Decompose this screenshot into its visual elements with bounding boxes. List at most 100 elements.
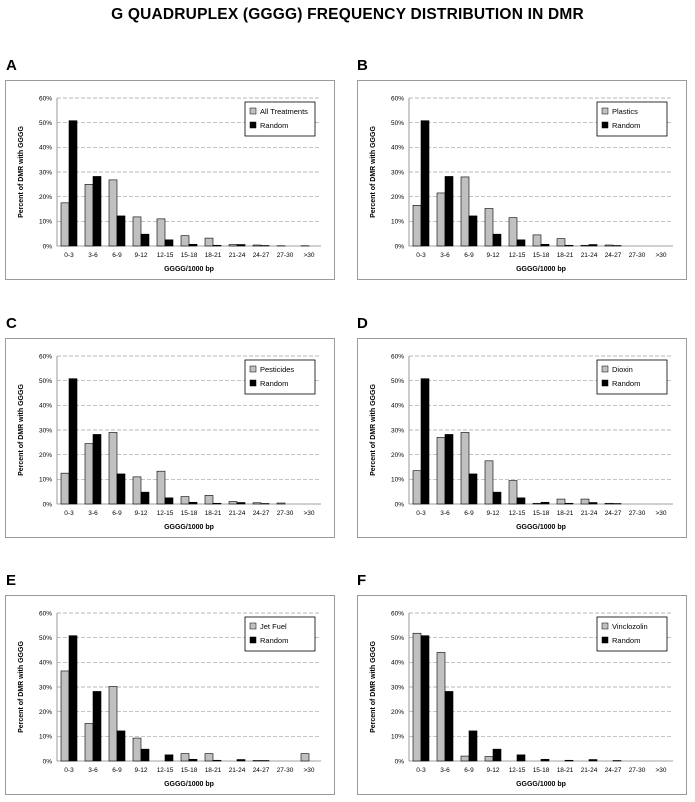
legend-label: All Treatments (260, 107, 308, 116)
y-tick-label: 20% (39, 452, 52, 459)
x-tick-label: 0-3 (416, 252, 426, 259)
y-tick-label: 30% (39, 169, 52, 176)
bar-random (188, 501, 198, 505)
chart-svg-a: 0% 10% 20% 30% 40% 50% 60% 0-3 3-6 6-9 9-12 12-15 15… (18, 95, 321, 273)
bar-random (116, 215, 126, 247)
bar-treatment (60, 472, 70, 505)
y-tick-label: 20% (39, 709, 52, 716)
y-tick-label: 50% (39, 635, 52, 642)
bar-random (444, 176, 454, 247)
bar-treatment (204, 237, 214, 247)
panel-letter-e: E (6, 572, 17, 589)
chart-svg-c: 0% 10% 20% 30% 40% 50% 60% 0-3 3-6 6-9 9-12 12-15 15… (18, 353, 321, 531)
bar-treatment (108, 432, 118, 505)
x-tick-label: 27-30 (629, 767, 646, 774)
legend-swatch-treatment (249, 107, 257, 115)
bar-treatment (604, 244, 614, 247)
y-tick-label: 10% (39, 734, 52, 741)
bar-treatment (132, 216, 142, 247)
panel-letter-c: C (6, 315, 17, 332)
legend-label: Dioxin (612, 365, 633, 374)
bar-treatment (580, 244, 590, 247)
x-tick-label: >30 (655, 252, 666, 259)
y-tick-label: 0% (43, 243, 53, 250)
x-tick-label: >30 (655, 510, 666, 517)
x-tick-label: 27-30 (277, 510, 294, 517)
bar-treatment (580, 498, 590, 505)
bar-random (116, 473, 126, 505)
y-tick-label: 60% (391, 610, 404, 617)
x-tick-label: 21-24 (229, 767, 246, 774)
y-tick-label: 20% (391, 709, 404, 716)
x-tick-label: 18-21 (205, 510, 222, 517)
x-tick-label: 12-15 (157, 252, 174, 259)
bar-treatment (300, 753, 310, 762)
bar-treatment (180, 496, 190, 505)
x-tick-label: 6-9 (464, 767, 474, 774)
x-tick-label: 18-21 (205, 252, 222, 259)
y-tick-label: 30% (39, 684, 52, 691)
y-tick-label: 60% (391, 95, 404, 102)
bar-treatment (436, 652, 446, 762)
legend-label: Jet Fuel (260, 622, 287, 631)
y-tick-label: 40% (391, 145, 404, 152)
y-tick-label: 30% (39, 427, 52, 434)
legend-box (596, 616, 668, 652)
bar-random (92, 176, 102, 247)
panel-letter-a: A (6, 57, 17, 74)
legend-swatch-treatment (249, 365, 257, 373)
x-tick-label: 9-12 (486, 252, 499, 259)
y-tick-label: 60% (39, 610, 52, 617)
bar-treatment (60, 670, 70, 762)
bar-treatment (460, 755, 470, 762)
legend-swatch-random (249, 121, 257, 129)
x-tick-label: 0-3 (64, 510, 74, 517)
y-axis-title: Percent of DMR with GGGG (370, 641, 377, 733)
x-tick-label: 24-27 (253, 252, 270, 259)
x-tick-label: 18-21 (205, 767, 222, 774)
x-tick-label: 6-9 (464, 510, 474, 517)
chart-panel-d: 0% 10% 20% 30% 40% 50% 60% 0-3 3-6 6-9 9-12 12-15 15… (357, 338, 687, 538)
y-tick-label: 30% (391, 427, 404, 434)
bar-random (68, 635, 78, 762)
bar-random (188, 243, 198, 247)
bar-treatment (532, 234, 542, 247)
bar-random (164, 754, 174, 762)
x-tick-label: 18-21 (557, 252, 574, 259)
x-tick-label: 9-12 (486, 767, 499, 774)
bar-random (68, 378, 78, 505)
bar-treatment (252, 502, 262, 505)
x-tick-label: 21-24 (581, 510, 598, 517)
x-tick-label: 6-9 (464, 252, 474, 259)
x-tick-label: 24-27 (605, 510, 622, 517)
bar-treatment (604, 502, 614, 505)
bar-treatment (556, 498, 566, 505)
bar-treatment (60, 202, 70, 247)
bar-random (516, 239, 526, 247)
legend-swatch-treatment (601, 622, 609, 630)
bar-treatment (508, 480, 518, 505)
bar-random (516, 754, 526, 762)
legend-label: Random (260, 121, 288, 130)
x-tick-label: 12-15 (509, 767, 526, 774)
bar-random (468, 215, 478, 247)
legend-swatch-random (249, 379, 257, 387)
x-tick-label: 15-18 (533, 767, 550, 774)
x-tick-label: 21-24 (229, 510, 246, 517)
bar-random (236, 759, 246, 762)
y-axis-title: Percent of DMR with GGGG (18, 126, 25, 218)
x-tick-label: >30 (303, 510, 314, 517)
y-tick-label: 0% (43, 758, 53, 765)
bar-treatment (484, 208, 494, 247)
x-tick-label: 18-21 (557, 767, 574, 774)
bar-treatment (412, 470, 422, 505)
bar-random (116, 730, 126, 762)
legend-box (596, 101, 668, 137)
bar-random (588, 502, 598, 505)
bar-random (492, 491, 502, 505)
bar-treatment (532, 502, 542, 505)
bar-treatment (156, 470, 166, 505)
y-tick-label: 40% (39, 145, 52, 152)
x-tick-label: 27-30 (629, 252, 646, 259)
legend-box (244, 616, 316, 652)
